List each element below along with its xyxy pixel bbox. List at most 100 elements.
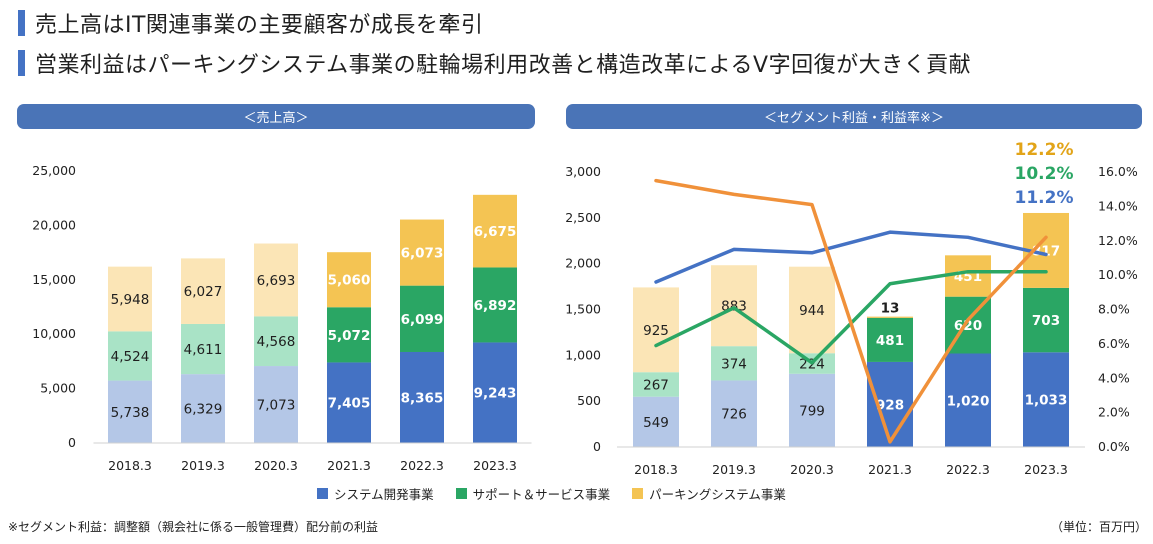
data-label-system: 5,738 (111, 405, 150, 421)
data-label-support: 374 (721, 356, 747, 372)
bar-parking (867, 316, 913, 318)
bar-support (181, 323, 225, 375)
legend-item-system: システム開発事業 (317, 484, 434, 503)
data-label-parking: 13 (881, 301, 900, 317)
data-label-support: 4,524 (111, 349, 150, 365)
x-tick-label: 2021.3 (327, 458, 371, 473)
y-tick-label: 1,500 (565, 302, 601, 317)
headline-bullet (18, 10, 25, 36)
y2-tick-label: 2.0% (1098, 405, 1130, 420)
bar-system (867, 361, 913, 447)
bar-parking (633, 287, 679, 373)
y-tick-label: 0 (593, 439, 601, 454)
data-label-support: 481 (876, 333, 904, 349)
headline-bullet (18, 50, 25, 76)
headline-text: 営業利益はパーキングシステム事業の駐輪場利用改善と構造改革によるV字回復が大きく… (35, 53, 972, 78)
profit-chart-title: ＜セグメント利益・利益率※＞ (566, 104, 1142, 129)
bar-support (1023, 287, 1069, 353)
data-label-parking: 5,948 (111, 292, 150, 308)
bar-parking (254, 243, 298, 317)
footnote: ※セグメント利益：調整額（親会社に係る一般管理費）配分前の利益 (8, 520, 379, 534)
data-label-support: 267 (643, 377, 669, 393)
data-label-parking: 817 (1032, 243, 1060, 259)
legend-swatch-parking (632, 488, 644, 499)
rate-line-parking (654, 178, 1048, 444)
x-tick-label: 2018.3 (108, 458, 152, 473)
y-tick-label: 2,000 (565, 256, 601, 271)
rate-label-parking: 12.2% (1015, 140, 1074, 160)
data-label-system: 7,405 (328, 396, 371, 412)
bar-parking (711, 265, 757, 347)
y2-tick-label: 16.0% (1098, 164, 1138, 179)
data-label-parking: 944 (799, 303, 825, 319)
legend: システム開発事業 サポート＆サービス事業 パーキングシステム事業 (317, 484, 786, 503)
y-tick-label: 15,000 (32, 272, 76, 287)
data-label-support: 4,611 (184, 342, 223, 358)
y2-tick-label: 14.0% (1098, 198, 1138, 213)
x-tick-label: 2019.3 (712, 462, 756, 477)
unit-label: （単位：百万円） (1050, 520, 1147, 534)
bar-system (789, 373, 835, 447)
rate-line-system (654, 230, 1048, 284)
x-tick-label: 2019.3 (181, 458, 225, 473)
data-label-parking: 5,060 (328, 273, 371, 289)
bar-system (945, 353, 991, 447)
headline-1: 売上高はIT関連事業の主要顧客が成長を牽引 (18, 8, 483, 38)
bar-parking (181, 258, 225, 324)
data-label-parking: 6,675 (474, 224, 517, 240)
y-tick-label: 1,000 (565, 347, 601, 362)
data-label-system: 6,329 (184, 402, 223, 418)
legend-item-support: サポート＆サービス事業 (455, 484, 611, 503)
data-label-parking: 6,073 (401, 246, 444, 262)
bar-support (711, 346, 757, 381)
legend-label: サポート＆サービス事業 (472, 487, 611, 502)
headline-2: 営業利益はパーキングシステム事業の駐輪場利用改善と構造改革によるV字回復が大きく… (18, 48, 971, 78)
bar-parking (789, 266, 835, 354)
legend-swatch-system (317, 488, 328, 499)
bar-support (254, 316, 298, 367)
y-tick-label: 500 (577, 393, 601, 408)
x-tick-label: 2020.3 (254, 458, 298, 473)
y2-tick-label: 12.0% (1098, 233, 1138, 248)
bar-parking (400, 219, 444, 286)
bar-parking (327, 252, 371, 308)
bar-support (327, 307, 371, 363)
y2-tick-label: 6.0% (1098, 336, 1130, 351)
legend-swatch-support (455, 488, 467, 499)
y2-tick-label: 8.0% (1098, 302, 1130, 317)
data-label-system: 8,365 (401, 390, 444, 406)
data-label-system: 799 (799, 403, 825, 419)
bar-system (327, 362, 371, 443)
legend-label: パーキングシステム事業 (649, 487, 786, 502)
y-tick-label: 25,000 (32, 163, 76, 178)
data-label-system: 1,033 (1025, 393, 1068, 409)
data-label-support: 6,892 (474, 298, 517, 314)
data-label-parking: 6,027 (184, 284, 223, 300)
data-label-support: 4,568 (257, 334, 296, 350)
legend-item-parking: パーキングシステム事業 (632, 484, 786, 503)
bar-system (254, 366, 298, 443)
data-label-system: 7,073 (257, 398, 296, 414)
y2-tick-label: 10.0% (1098, 267, 1138, 282)
bar-support (867, 317, 913, 362)
data-label-support: 6,099 (401, 312, 444, 328)
data-label-system: 9,243 (474, 386, 517, 402)
data-label-system: 726 (721, 407, 747, 423)
data-label-parking: 925 (643, 323, 669, 339)
bar-parking (473, 194, 517, 268)
x-tick-label: 2020.3 (790, 462, 834, 477)
data-label-support: 5,072 (328, 328, 371, 344)
bar-system (711, 380, 757, 447)
bar-system (108, 380, 152, 443)
x-tick-label: 2022.3 (400, 458, 444, 473)
bar-system (400, 351, 444, 443)
data-label-support: 703 (1032, 313, 1060, 329)
x-tick-label: 2023.3 (473, 458, 517, 473)
headline-text: 売上高はIT関連事業の主要顧客が成長を牽引 (35, 13, 484, 38)
bar-system (181, 374, 225, 443)
y-tick-label: 0 (68, 435, 76, 450)
y-tick-label: 20,000 (32, 217, 76, 232)
y-tick-label: 3,000 (565, 164, 601, 179)
bar-support (108, 331, 152, 381)
